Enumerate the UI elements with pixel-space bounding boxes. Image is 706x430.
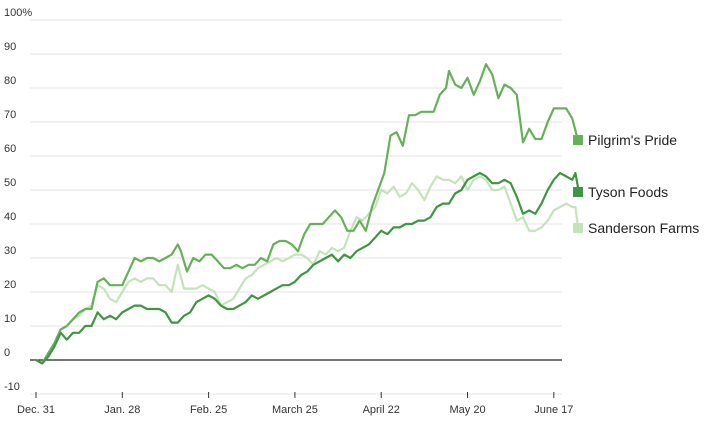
- x-tick-label: Dec. 31: [17, 404, 55, 416]
- y-tick-label: 10: [4, 313, 16, 325]
- y-tick-label: 20: [4, 279, 16, 291]
- y-tick-label: 80: [4, 75, 16, 87]
- y-tick-label: 0: [4, 347, 10, 359]
- y-tick-label: 70: [4, 109, 16, 121]
- x-tick-label: Feb. 25: [190, 404, 227, 416]
- series-line-tyson-foods: [34, 171, 580, 365]
- y-tick-label: 50: [4, 177, 16, 189]
- y-tick-label: 100%: [4, 7, 32, 19]
- legend-label-tyson-foods: Tyson Foods: [588, 184, 668, 200]
- legend-label-pilgrim-s-pride: Pilgrim's Pride: [588, 132, 677, 148]
- y-tick-label: 30: [4, 245, 16, 257]
- x-tick-label: April 22: [363, 404, 400, 416]
- y-axis-ticks: 100% 90 80 70 60 50 40 30 20 10 0 -10: [4, 7, 32, 393]
- y-tick-label: 60: [4, 143, 16, 155]
- legend: Pilgrim's Pride Tyson Foods Sanderson Farm…: [573, 132, 699, 236]
- series-lines: [34, 63, 580, 365]
- legend-swatch-tyson-foods: [573, 187, 583, 197]
- y-tick-label: 90: [4, 41, 16, 53]
- x-tick-label: March 25: [272, 404, 318, 416]
- series-line-pilgrim-s-pride: [34, 63, 580, 365]
- y-tick-label: -10: [4, 381, 20, 393]
- legend-swatch-pilgrim-s-pride: [573, 135, 583, 145]
- legend-swatch-sanderson-farms: [573, 223, 583, 233]
- x-axis-ticks: Dec. 31 Jan. 28 Feb. 25 March 25 April 22 May…: [17, 392, 573, 416]
- x-tick-label: June 17: [534, 404, 573, 416]
- y-tick-label: 40: [4, 211, 16, 223]
- x-tick-label: Jan. 28: [104, 404, 140, 416]
- series-line-sanderson-farms: [34, 175, 580, 365]
- gridlines: [30, 19, 562, 395]
- x-tick-label: May 20: [449, 404, 485, 416]
- legend-label-sanderson-farms: Sanderson Farms: [588, 220, 699, 236]
